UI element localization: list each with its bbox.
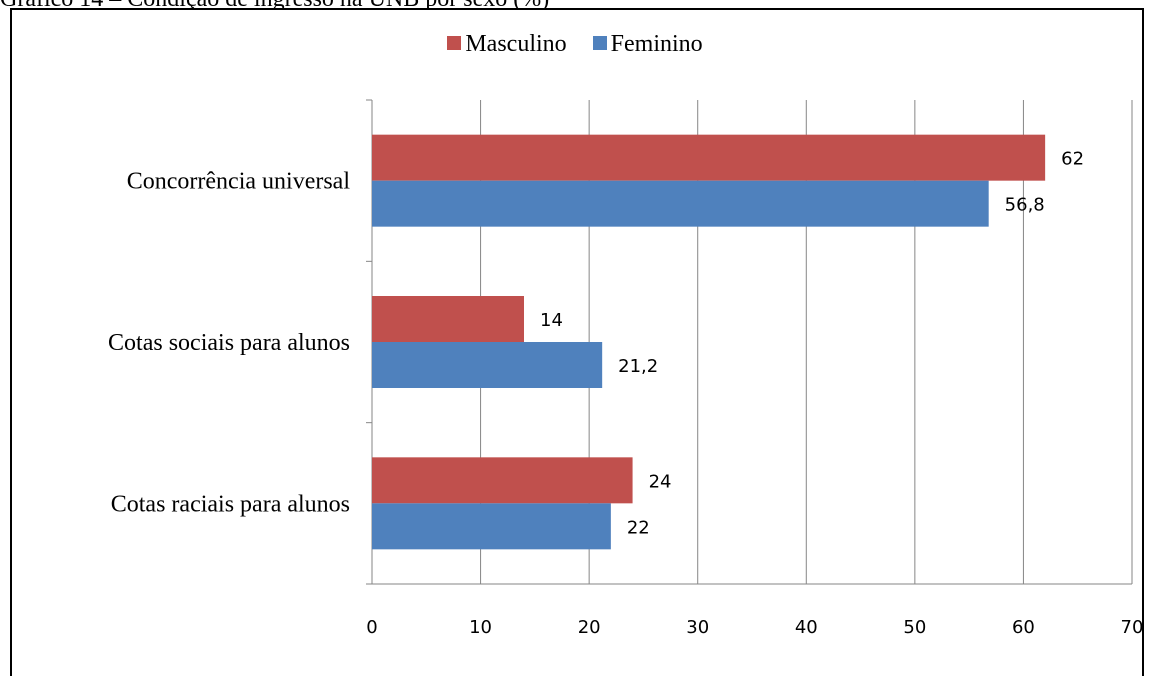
data-label-feminino-cotas-raciais-para-alunos: 22 [627, 517, 650, 538]
category-label-concorrencia-universal: Concorrência universal [127, 169, 351, 195]
legend: Masculino Feminino [0, 31, 1150, 58]
x-tick-label-10: 10 [469, 617, 492, 638]
bar-feminino-cotas-raciais-para-alunos [372, 503, 611, 550]
legend-swatch-masculino [447, 36, 462, 50]
data-label-feminino-cotas-sociais-para-alunos: 21,2 [618, 356, 658, 377]
legend-label-feminino: Feminino [610, 31, 703, 57]
x-tick-label-60: 60 [1012, 617, 1035, 638]
bar-masculino-cotas-raciais-para-alunos [372, 457, 633, 504]
x-tick-label-50: 50 [903, 617, 926, 638]
chart-title: Gráfico 14 – Condição de ingresso na UNB… [0, 0, 1150, 10]
legend-label-masculino: Masculino [465, 31, 567, 57]
bar-masculino-concorrencia-universal [372, 134, 1046, 181]
x-tick-label-30: 30 [686, 617, 709, 638]
data-label-masculino-concorrencia-universal: 62 [1061, 149, 1084, 170]
data-label-feminino-concorrencia-universal: 56,8 [1005, 195, 1045, 216]
x-tick-label-0: 0 [366, 617, 377, 638]
legend-swatch-feminino [592, 36, 607, 50]
category-label-cotas-raciais-para-alunos: Cotas raciais para alunos [111, 491, 350, 517]
chart-frame [10, 8, 1144, 676]
bar-feminino-cotas-sociais-para-alunos [372, 342, 603, 388]
legend-item-masculino: Masculino [447, 31, 567, 58]
data-label-masculino-cotas-raciais-para-alunos: 24 [649, 471, 672, 492]
legend-item-feminino: Feminino [592, 31, 703, 58]
x-tick-label-20: 20 [578, 617, 601, 638]
bar-feminino-concorrencia-universal [372, 180, 989, 227]
x-tick-label-70: 70 [1121, 617, 1144, 638]
x-tick-label-40: 40 [795, 617, 818, 638]
bar-masculino-cotas-sociais-para-alunos [372, 296, 524, 342]
data-label-masculino-cotas-sociais-para-alunos: 14 [540, 310, 563, 331]
category-label-cotas-sociais-para-alunos: Cotas sociais para alunos [108, 330, 350, 356]
